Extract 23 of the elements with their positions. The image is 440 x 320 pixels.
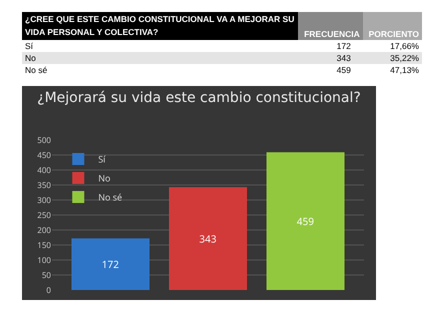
text: PORCIENTO: [362, 12, 422, 40]
legend-label: No: [98, 172, 110, 185]
data-label: 459: [296, 214, 314, 228]
data-label: 343: [199, 232, 217, 246]
text: FRECUENCIA: [298, 12, 363, 40]
y-tick-label: 150: [37, 240, 52, 251]
legend-label: Sí: [98, 152, 106, 166]
y-tick-label: 400: [37, 164, 52, 176]
y-tick-label: 50: [42, 270, 52, 281]
y-tick-label: 100: [37, 254, 52, 266]
text: ¿CREE QUE ESTE CAMBIO CONSTITUCIONAL VA A MEJORAR SU VIDA PERSONAL Y COLECTIVA?: [22, 12, 298, 40]
y-tick-label: 350: [37, 180, 52, 191]
y-tick-label: 300: [37, 194, 52, 206]
y-tick-label: 200: [37, 224, 52, 236]
legend-label: No sé: [98, 190, 122, 204]
y-tick-label: 250: [37, 210, 52, 221]
y-tick-label: 0: [46, 284, 52, 296]
chart-title: ¿Mejorará su vida este cambio constitucional?: [37, 90, 361, 106]
y-tick-label: 500: [37, 134, 52, 146]
data-label: 172: [102, 257, 120, 272]
y-tick-label: 450: [37, 150, 52, 161]
table-row: No sé 459 47,13%: [22, 64, 422, 76]
table-row: Sí 172 17,66%: [22, 40, 422, 52]
